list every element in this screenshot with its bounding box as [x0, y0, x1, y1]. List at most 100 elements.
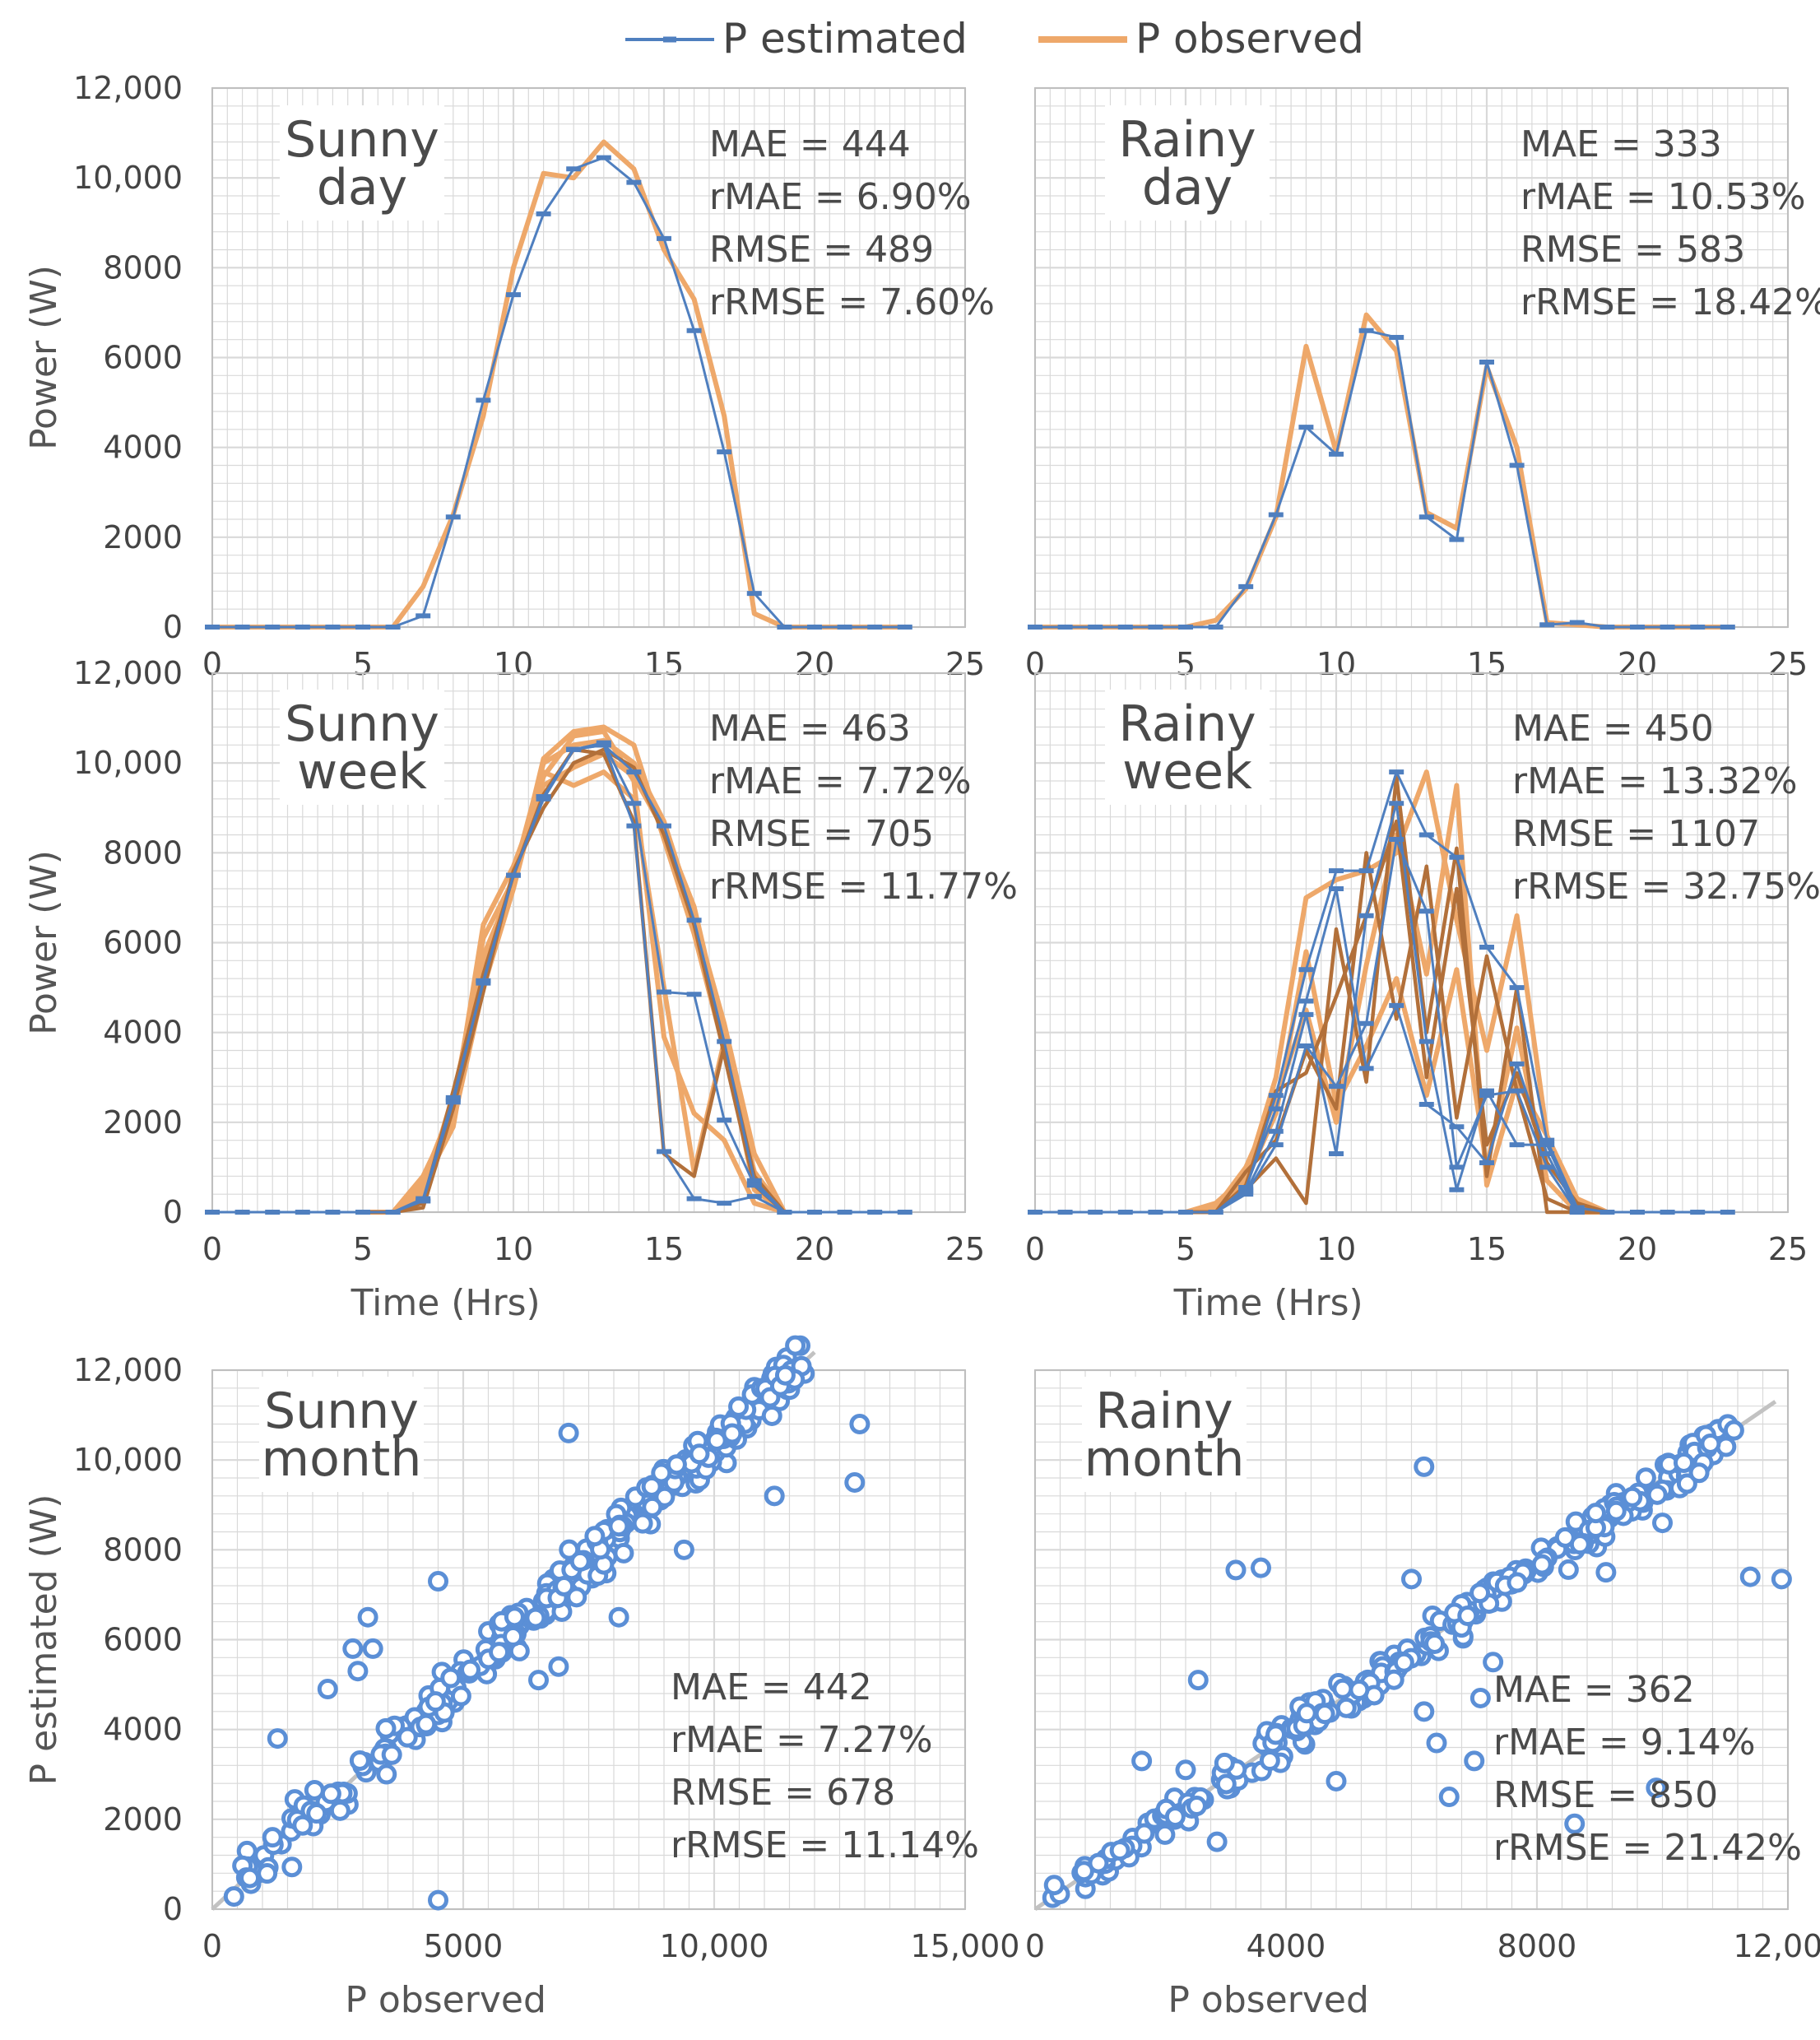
scatter-point	[584, 1526, 606, 1547]
scatter-point	[689, 1443, 710, 1465]
scatter-point	[1393, 1652, 1414, 1673]
x-tick-label: 25	[1768, 1231, 1808, 1267]
chart-sunny-month: 0 5000 10,000 15,000 0 2000 4000 6000 8000 10,000…	[23, 1335, 1019, 2021]
scatter-point	[1676, 1473, 1697, 1494]
metric-text: rMAE = 13.32%	[1512, 760, 1798, 802]
scatter-point	[428, 1889, 448, 1911]
legend-estimated-label: P estimated	[722, 15, 968, 63]
scatter-point	[381, 1744, 402, 1765]
panel-label-background	[1105, 105, 1270, 221]
scatter-point	[1383, 1669, 1404, 1690]
scatter-point	[1314, 1703, 1335, 1725]
scatter-point	[1564, 1813, 1586, 1834]
y-axis-title: Power (W)	[23, 265, 65, 450]
scatter-point	[722, 1423, 743, 1444]
plot-area-frame	[211, 672, 966, 1213]
scatter-point	[666, 1454, 687, 1475]
scatter-point	[1134, 1823, 1155, 1844]
scatter-point	[764, 1485, 785, 1507]
panel-label-line: week	[297, 743, 427, 801]
panel-label-line: day	[317, 159, 407, 216]
scatter-point	[397, 1726, 418, 1748]
scatter-point	[1187, 1670, 1209, 1691]
scatter-point	[569, 1550, 591, 1572]
scatter-point	[566, 1587, 587, 1608]
x-tick-label: 0	[202, 1231, 222, 1267]
scatter-point	[1739, 1566, 1761, 1587]
y-tick-label: 0	[163, 1891, 183, 1927]
metric-text: rRMSE = 32.75%	[1512, 866, 1820, 908]
x-tick-label: 0	[202, 1928, 222, 1964]
y-tick-label: 2000	[103, 1104, 183, 1141]
metric-text: MAE = 450	[1512, 708, 1714, 750]
scatter-point	[304, 1779, 325, 1801]
metric-text: RMSE = 1107	[1512, 813, 1760, 855]
scatter-point	[528, 1670, 549, 1691]
panel-label-background	[280, 690, 444, 805]
y-tick-label: 10,000	[73, 745, 183, 781]
scatter-point	[1426, 1732, 1447, 1754]
scatter-point	[342, 1638, 364, 1659]
scatter-point	[1088, 1852, 1109, 1874]
scatter-point	[1646, 1777, 1667, 1799]
scatter-point	[558, 1422, 579, 1443]
y-tick-label: 0	[163, 1194, 183, 1230]
panel-label-background	[259, 1377, 424, 1492]
scatter-point	[1688, 1462, 1710, 1484]
scatter-point	[642, 1496, 663, 1517]
scatter-point	[613, 1542, 634, 1564]
metrics-annotation: MAE = 333 rMAE = 10.53% RMSE = 583 rRMSE = …	[1521, 123, 1820, 323]
x-tick-label: 5	[353, 1231, 373, 1267]
x-tick-label: 8000	[1497, 1928, 1577, 1964]
data-layer	[205, 139, 912, 630]
panel-label-line: Sunny	[285, 111, 439, 169]
scatter-point	[306, 1803, 327, 1824]
metric-text: rMAE = 10.53%	[1521, 176, 1806, 218]
scatter-point	[632, 1513, 653, 1534]
panel-label-background	[1105, 690, 1270, 805]
data-layer	[1028, 769, 1735, 1215]
scatter-point	[1483, 1652, 1504, 1673]
plot-area-frame	[211, 1369, 966, 1910]
scatter-point	[1215, 1773, 1237, 1795]
scatter-point	[1265, 1724, 1287, 1745]
scatter-point	[1414, 1701, 1435, 1722]
x-tick-label: 20	[1618, 1231, 1657, 1267]
y-tick-label: 4000	[103, 1015, 183, 1051]
scatter-point	[357, 1606, 378, 1628]
y-tick-label: 10,000	[73, 160, 183, 196]
scatter-point	[1723, 1420, 1744, 1441]
scatter-point	[1469, 1582, 1491, 1604]
panel-label-background	[1082, 1377, 1247, 1492]
scatter-point	[425, 1691, 446, 1712]
plot-area-frame	[1034, 672, 1789, 1213]
metric-text: rMAE = 7.72%	[709, 760, 972, 802]
x-axis-title: Time (Hrs)	[351, 1282, 541, 1324]
scatter-point	[1569, 1534, 1590, 1555]
metric-text: rMAE = 6.90%	[709, 176, 972, 218]
scatter-point	[1214, 1752, 1235, 1773]
scatter-point	[1414, 1456, 1435, 1477]
y-tick-label: 8000	[103, 834, 183, 871]
panel-label-line: Rainy	[1095, 1382, 1233, 1440]
scatter-point	[1251, 1557, 1271, 1578]
panel-label-line: month	[1084, 1430, 1245, 1488]
y-tick-label: 10,000	[73, 1442, 183, 1478]
scatter-point	[281, 1856, 303, 1878]
data-layer	[1028, 312, 1735, 630]
scatter-point	[1164, 1806, 1186, 1828]
metric-text: RMSE = 678	[671, 1772, 895, 1814]
scatter-point	[223, 1886, 244, 1908]
metric-text: RMSE = 583	[1521, 229, 1745, 271]
metric-text: rRMSE = 21.42%	[1493, 1827, 1802, 1869]
scatter-point	[257, 1863, 278, 1884]
scatter-point	[317, 1679, 338, 1700]
metrics-annotation: MAE = 450 rMAE = 13.32% RMSE = 1107 rRMSE =…	[1512, 708, 1820, 908]
x-axis-title: P observed	[345, 1979, 546, 2021]
x-tick-label: 10	[1316, 1231, 1356, 1267]
panel-label-line: Rainy	[1118, 695, 1256, 753]
metric-text: rRMSE = 7.60%	[709, 281, 995, 323]
